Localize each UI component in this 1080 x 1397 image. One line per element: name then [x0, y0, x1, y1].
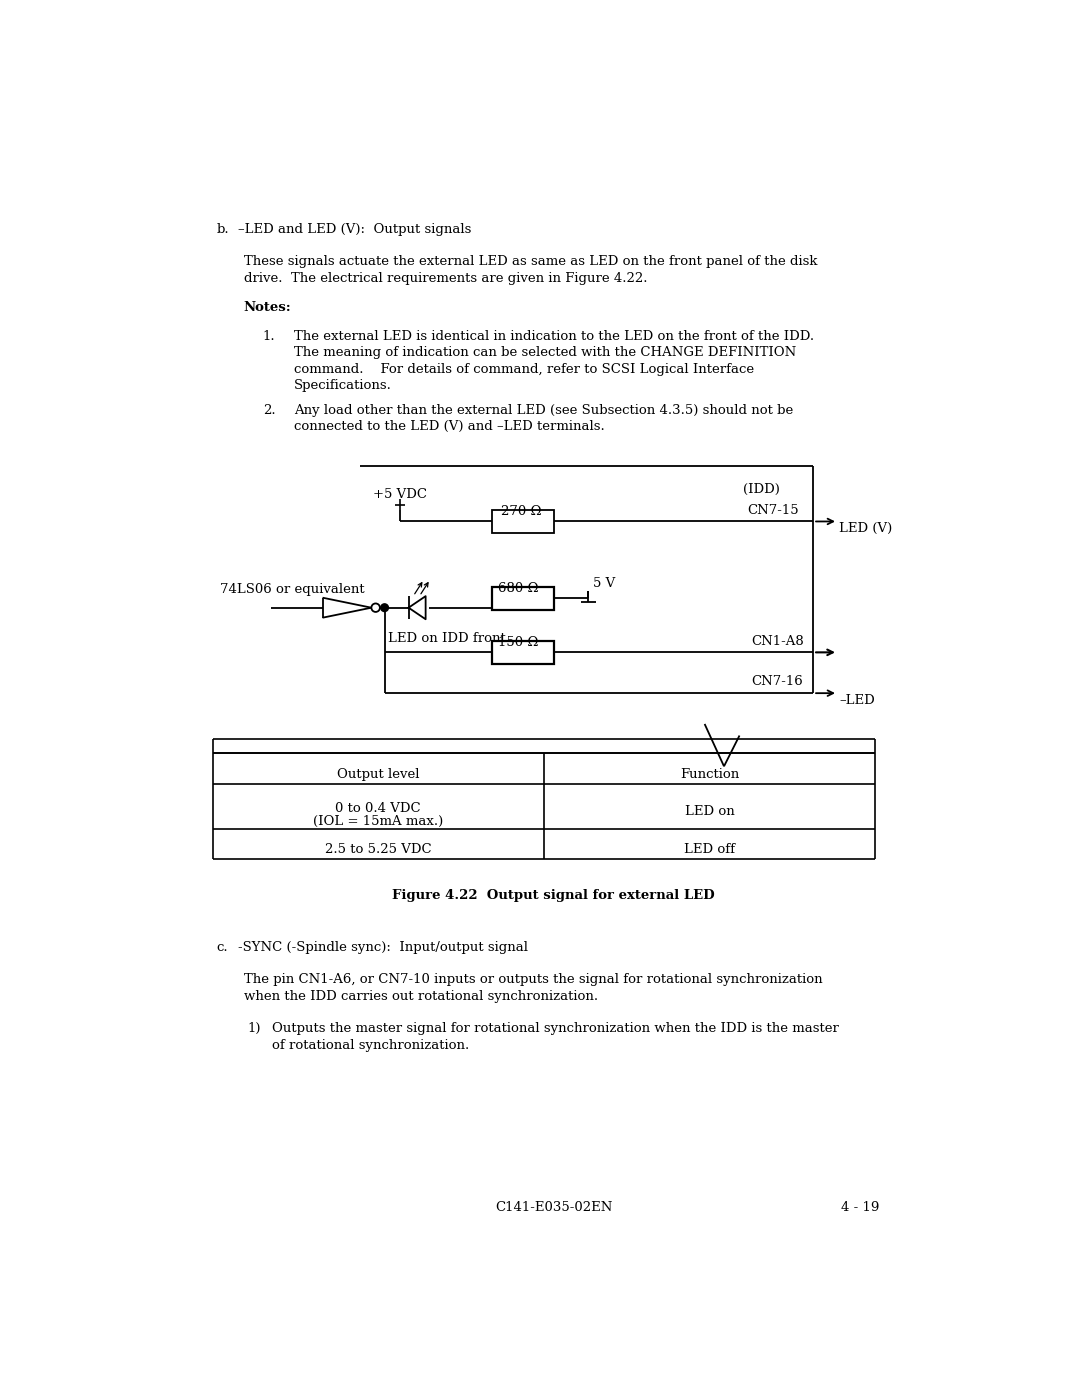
Text: 0 to 0.4 VDC: 0 to 0.4 VDC: [336, 802, 421, 816]
Text: 680 Ω: 680 Ω: [498, 583, 538, 595]
Text: LED off: LED off: [684, 842, 735, 856]
Bar: [491, 510, 554, 532]
Text: b.: b.: [216, 224, 229, 236]
Bar: [491, 641, 554, 664]
Text: connected to the LED (V) and –LED terminals.: connected to the LED (V) and –LED termin…: [294, 420, 605, 433]
Text: Notes:: Notes:: [243, 302, 292, 314]
Text: of rotational synchronization.: of rotational synchronization.: [272, 1038, 470, 1052]
Text: 150 Ω: 150 Ω: [498, 636, 538, 650]
Text: C141-E035-02EN: C141-E035-02EN: [495, 1201, 612, 1214]
Text: command.    For details of command, refer to SCSI Logical Interface: command. For details of command, refer t…: [294, 363, 754, 376]
Text: 4 - 19: 4 - 19: [840, 1201, 879, 1214]
Text: 1): 1): [247, 1023, 261, 1035]
Text: LED on IDD front: LED on IDD front: [389, 633, 507, 645]
Text: Output level: Output level: [337, 767, 419, 781]
Text: The pin CN1-A6, or CN7-10 inputs or outputs the signal for rotational synchroniz: The pin CN1-A6, or CN7-10 inputs or outp…: [243, 974, 822, 986]
Text: when the IDD carries out rotational synchronization.: when the IDD carries out rotational sync…: [243, 990, 597, 1003]
Text: 2.5 to 5.25 VDC: 2.5 to 5.25 VDC: [325, 842, 432, 856]
Text: +5 VDC: +5 VDC: [373, 488, 427, 500]
Text: 1.: 1.: [262, 330, 275, 342]
Polygon shape: [408, 597, 426, 619]
Text: Specifications.: Specifications.: [294, 380, 392, 393]
Text: LED (V): LED (V): [839, 522, 893, 535]
Text: –LED and LED (V):  Output signals: –LED and LED (V): Output signals: [238, 224, 472, 236]
Text: c.: c.: [216, 942, 228, 954]
Text: Any load other than the external LED (see Subsection 4.3.5) should not be: Any load other than the external LED (se…: [294, 404, 793, 416]
Circle shape: [380, 604, 389, 612]
Text: -SYNC (-Spindle sync):  Input/output signal: -SYNC (-Spindle sync): Input/output sign…: [238, 942, 528, 954]
Ellipse shape: [372, 604, 380, 612]
Text: (IDD): (IDD): [743, 483, 780, 496]
Text: Figure 4.22  Output signal for external LED: Figure 4.22 Output signal for external L…: [392, 888, 715, 901]
Text: (IOL = 15mA max.): (IOL = 15mA max.): [313, 816, 443, 828]
Text: drive.  The electrical requirements are given in Figure 4.22.: drive. The electrical requirements are g…: [243, 272, 647, 285]
Text: Outputs the master signal for rotational synchronization when the IDD is the mas: Outputs the master signal for rotational…: [272, 1023, 839, 1035]
Text: LED on: LED on: [685, 805, 734, 819]
Text: These signals actuate the external LED as same as LED on the front panel of the : These signals actuate the external LED a…: [243, 256, 816, 268]
Text: 74LS06 or equivalent: 74LS06 or equivalent: [220, 583, 365, 597]
Text: 5 V: 5 V: [593, 577, 616, 590]
Text: The meaning of indication can be selected with the CHANGE DEFINITION: The meaning of indication can be selecte…: [294, 346, 796, 359]
Text: CN7-16: CN7-16: [751, 676, 802, 689]
Text: CN7-15: CN7-15: [747, 504, 799, 517]
Text: Function: Function: [679, 767, 739, 781]
Text: 2.: 2.: [262, 404, 275, 416]
Text: 270 Ω: 270 Ω: [501, 506, 541, 518]
Bar: [491, 587, 554, 609]
Text: CN1-A8: CN1-A8: [751, 634, 804, 648]
Text: The external LED is identical in indication to the LED on the front of the IDD.: The external LED is identical in indicat…: [294, 330, 814, 342]
Text: –LED: –LED: [839, 693, 875, 707]
